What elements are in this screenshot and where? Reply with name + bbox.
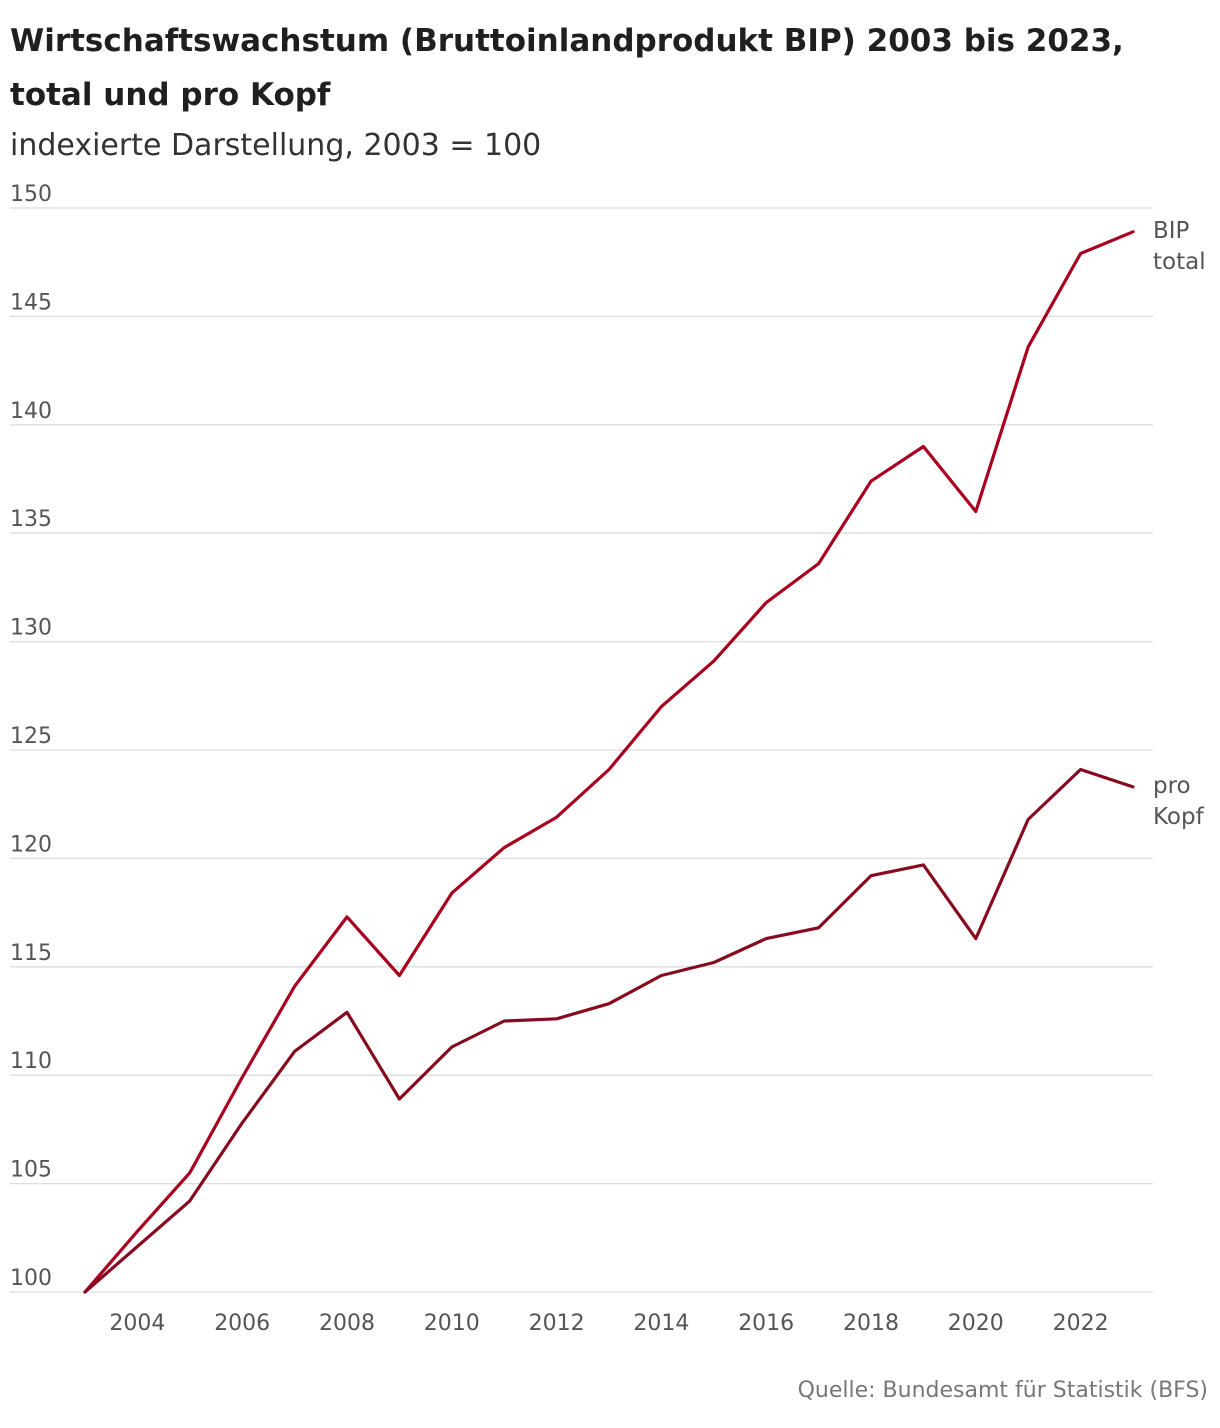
series-lines bbox=[83, 230, 1135, 1294]
x-tick-label: 2014 bbox=[633, 1311, 689, 1336]
y-tick-label: 105 bbox=[10, 1158, 52, 1183]
x-axis-ticks: 2004 2006 2008 2010 2012 2014 2016 2018 2020 2022 bbox=[109, 1311, 1108, 1336]
x-tick-label: 2004 bbox=[109, 1311, 165, 1336]
y-tick-label: 130 bbox=[10, 616, 52, 641]
chart-title: Wirtschaftswachstum (Bruttoinlandprodukt… bbox=[10, 23, 1124, 113]
x-tick-label: 2012 bbox=[529, 1311, 585, 1336]
y-tick-label: 125 bbox=[10, 724, 52, 749]
x-tick-label: 2006 bbox=[214, 1311, 270, 1336]
y-tick-label: 140 bbox=[10, 399, 52, 424]
y-axis-ticks: 100 105 110 115 120 125 130 135 140 145 150 bbox=[10, 182, 52, 1291]
x-tick-label: 2016 bbox=[738, 1311, 794, 1336]
y-tick-label: 150 bbox=[10, 182, 52, 207]
series-line-bip-total bbox=[83, 230, 1135, 1294]
series-line-pro-kopf bbox=[83, 767, 1135, 1294]
y-tick-label: 110 bbox=[10, 1049, 52, 1074]
x-tick-label: 2018 bbox=[843, 1311, 899, 1336]
source-note: Quelle: Bundesamt für Statistik (BFS) bbox=[797, 1378, 1208, 1403]
series-label: Kopf bbox=[1153, 804, 1205, 830]
x-tick-label: 2022 bbox=[1053, 1311, 1109, 1336]
x-tick-label: 2010 bbox=[424, 1311, 480, 1336]
series-label: pro bbox=[1153, 773, 1191, 799]
x-tick-label: 2008 bbox=[319, 1311, 375, 1336]
series-labels: BIP total pro Kopf bbox=[1153, 218, 1206, 830]
y-tick-label: 145 bbox=[10, 290, 52, 315]
x-tick-label: 2020 bbox=[948, 1311, 1004, 1336]
y-tick-label: 120 bbox=[10, 832, 52, 857]
series-label: total bbox=[1153, 249, 1206, 275]
y-tick-label: 115 bbox=[10, 941, 52, 966]
chart-subtitle: indexierte Darstellung, 2003 = 100 bbox=[10, 128, 542, 163]
series-label: BIP bbox=[1153, 218, 1190, 244]
y-tick-label: 100 bbox=[10, 1266, 52, 1291]
gridlines bbox=[10, 207, 1153, 1293]
y-tick-label: 135 bbox=[10, 507, 52, 532]
